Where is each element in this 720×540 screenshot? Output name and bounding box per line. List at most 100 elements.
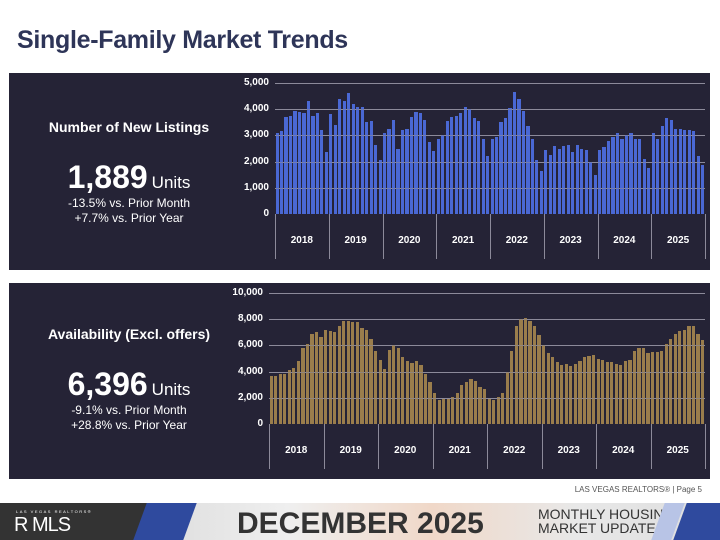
bar [569, 366, 573, 424]
bar [642, 158, 646, 214]
bar [492, 399, 496, 424]
bar [598, 149, 602, 214]
bar [409, 117, 414, 214]
bar [578, 361, 582, 424]
bar [436, 139, 440, 214]
bar [696, 156, 700, 214]
bar [673, 333, 677, 424]
bar [405, 361, 409, 424]
bar [669, 119, 673, 214]
bar [401, 357, 405, 424]
bar [641, 348, 646, 424]
bar [629, 132, 633, 214]
bar [328, 331, 332, 424]
page-title: Single-Family Market Trends [17, 26, 348, 54]
bar [319, 336, 323, 424]
banner-subtitle: MONTHLY HOUSING MARKET UPDATE [538, 507, 674, 535]
bar [374, 144, 378, 214]
bar [469, 379, 473, 424]
x-tick-label: 2024 [613, 235, 636, 246]
bar [546, 353, 550, 424]
x-tick-label: 2024 [612, 445, 635, 456]
x-tick-label: 2023 [557, 445, 580, 456]
new-listings-stat: Number of New Listings 1,889 Units -13.5%… [9, 119, 249, 226]
bar [324, 329, 328, 424]
bar [596, 358, 600, 424]
bar [441, 135, 445, 214]
bar [501, 392, 505, 424]
bar [555, 362, 559, 424]
bar [279, 131, 284, 214]
bar [391, 119, 396, 214]
bar [297, 111, 302, 214]
bar [683, 130, 687, 214]
bar [575, 144, 579, 214]
x-axis-separator [705, 214, 706, 259]
bar [601, 359, 605, 424]
x-axis-separator [543, 214, 545, 259]
bar [605, 361, 609, 424]
bar [410, 363, 414, 424]
bar [400, 130, 405, 214]
bar [573, 363, 578, 424]
x-axis-separator [269, 424, 270, 469]
bar [512, 92, 517, 214]
gridline [269, 293, 705, 294]
bar [287, 370, 291, 424]
bar [275, 132, 279, 214]
bar [419, 365, 423, 424]
x-tick-label: 2025 [667, 235, 690, 246]
bar [503, 118, 508, 214]
bar [455, 392, 459, 424]
bar [619, 365, 623, 424]
bar [669, 338, 673, 424]
footer-page-label: LAS VEGAS REALTORS® | Page 5 [574, 485, 702, 494]
bar [414, 361, 419, 424]
bar [477, 121, 481, 214]
bar [606, 140, 611, 214]
bar [624, 135, 629, 214]
bar [701, 164, 705, 214]
bar [651, 132, 655, 214]
bar [571, 152, 575, 214]
bar [517, 98, 521, 214]
y-tick-label: 6,000 [237, 339, 263, 351]
bar [338, 98, 342, 214]
x-tick-label: 2025 [666, 445, 689, 456]
x-tick-label: 2019 [339, 445, 362, 456]
bar [473, 380, 478, 424]
bar [532, 325, 537, 424]
bar [365, 122, 369, 214]
y-tick-label: 0 [257, 418, 263, 429]
x-tick-label: 2022 [505, 235, 528, 246]
y-tick-label: 2,000 [237, 391, 263, 403]
y-tick-label: 0 [263, 208, 269, 219]
bar [347, 93, 351, 214]
x-axis-separator [432, 424, 434, 469]
bar [315, 113, 319, 214]
bar [587, 355, 591, 424]
bar [664, 344, 668, 424]
bar [369, 121, 373, 214]
bar [383, 368, 387, 424]
availability-panel: Availability (Excl. offers) 6,396 Units -… [9, 283, 710, 479]
x-axis-separator [651, 214, 653, 259]
bar [564, 363, 568, 424]
bar [628, 359, 632, 424]
bar [292, 367, 296, 424]
bar [306, 101, 311, 214]
x-axis-separator [596, 424, 597, 469]
banner-subtitle-line2: MARKET UPDATE [538, 520, 656, 536]
bar [387, 128, 391, 214]
x-axis-separator [487, 424, 488, 469]
bar [691, 325, 696, 424]
bar [459, 113, 463, 214]
bar [530, 139, 534, 214]
bar [269, 375, 273, 424]
x-axis-separator [323, 424, 325, 469]
gridline-overlay [275, 109, 705, 111]
bar [378, 359, 382, 424]
gridline-overlay [275, 161, 705, 163]
bar [387, 350, 391, 424]
banner-month: DECEMBER 2025 [237, 507, 484, 540]
